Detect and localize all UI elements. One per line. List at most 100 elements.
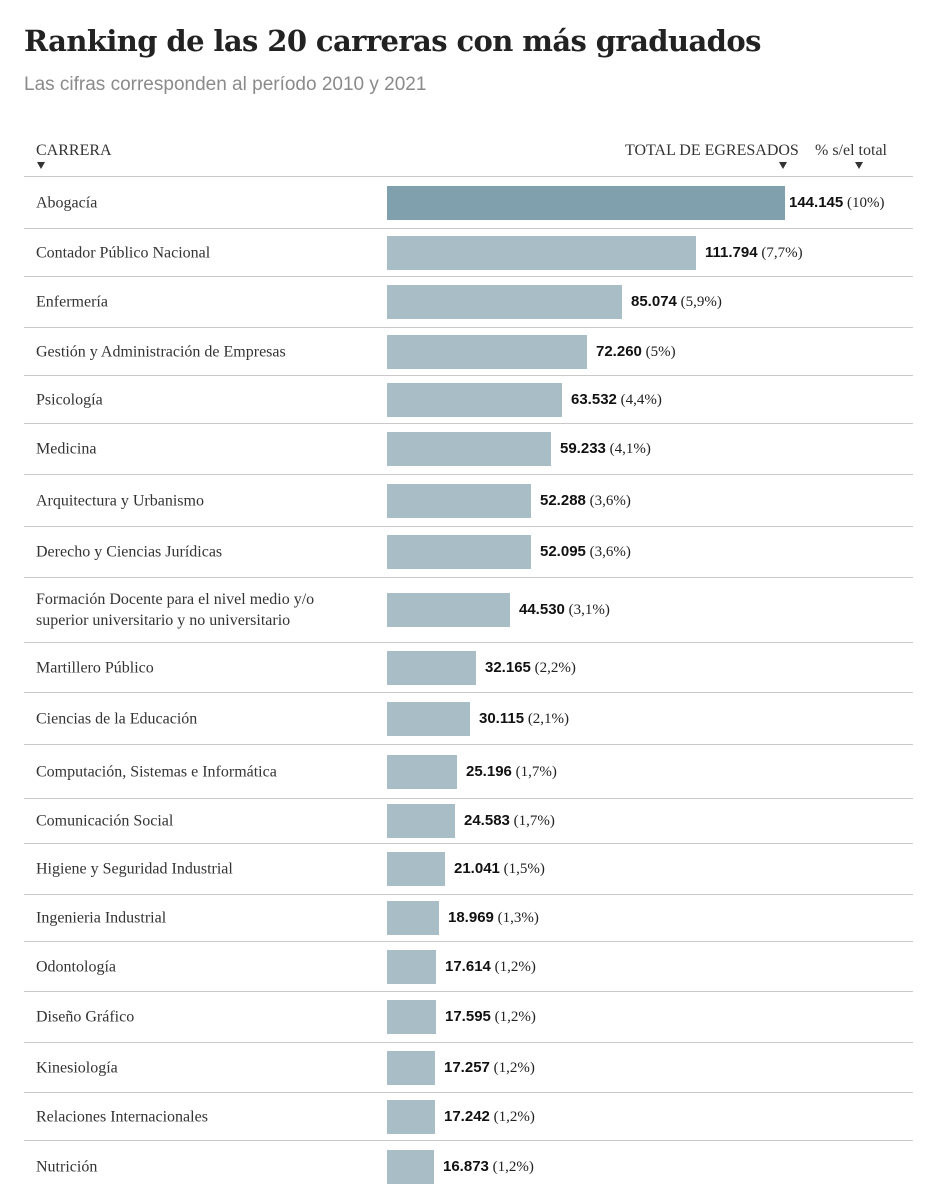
bar-value-label: 21.041 (1,5%): [454, 860, 545, 878]
bar: [387, 754, 457, 789]
row-divider: [24, 577, 913, 578]
row-divider: [24, 894, 913, 895]
bar-percent-value: (1,2%): [490, 1009, 536, 1025]
bar-percent-value: (5%): [641, 343, 676, 360]
bar-percent-value: (1,5%): [499, 861, 545, 877]
row-divider: [24, 843, 913, 844]
bar: [387, 701, 470, 736]
bar-category-label: Gestión y Administración de Empresas: [36, 343, 286, 360]
table-row: Comunicación Social 24.583 (1,7%): [24, 799, 913, 843]
chart-title: Ranking de las 20 carreras con más gradu…: [24, 24, 761, 58]
table-row: Ciencias de la Educación 30.115 (2,1%): [24, 693, 913, 744]
bar-category-label: Contador Público Nacional: [36, 244, 211, 261]
table-row: Formación Docente para el nivel medio y/…: [24, 578, 913, 642]
bar-category-label: Arquitectura y Urbanismo: [36, 492, 204, 509]
row-divider: [24, 474, 913, 475]
bar-percent-value: (3,6%): [585, 544, 631, 560]
table-row: Psicología 63.532 (4,4%): [24, 376, 913, 423]
bar-value-label: 72.260 (5%): [596, 343, 676, 361]
bar-total-value: 21.041: [454, 860, 500, 877]
bar: [387, 432, 551, 466]
table-row: Enfermería 85.074 (5,9%): [24, 277, 913, 327]
sort-arrow-percent-icon: [855, 162, 863, 169]
bar-total-value: 24.583: [464, 812, 510, 829]
bar-value-label: 32.165 (2,2%): [485, 659, 576, 677]
bar: [387, 535, 531, 569]
bar-percent-value: (1,7%): [511, 763, 557, 780]
bar-value-label: 52.288 (3,6%): [540, 492, 631, 510]
table-row: Contador Público Nacional 111.794 (7,7%): [24, 229, 913, 276]
bar-value-label: 16.873 (1,2%): [443, 1158, 534, 1176]
table-rule: [24, 176, 913, 177]
bar-percent-value: (1,2%): [488, 1159, 534, 1175]
bar-value-label: 63.532 (4,4%): [571, 391, 662, 409]
bar-total-value: 18.969: [448, 909, 494, 926]
bar-value-label: 17.614 (1,2%): [445, 958, 536, 976]
bar-category-label: Comunicación Social: [36, 812, 174, 830]
table-row: Medicina 59.233 (4,1%): [24, 424, 913, 474]
column-header-total: TOTAL DE EGRESADOS: [625, 142, 799, 159]
bar-percent-value: (3,1%): [564, 602, 610, 618]
bar-percent-value: (4,1%): [605, 441, 651, 457]
sort-arrow-carrera-icon: [37, 162, 45, 169]
bar-value-label: 17.595 (1,2%): [445, 1008, 536, 1026]
row-divider: [24, 1092, 913, 1093]
bar: [387, 852, 445, 886]
table-row: Abogacía 144.145 (10%): [24, 177, 913, 228]
table-row: Nutrición 16.873 (1,2%): [24, 1141, 913, 1193]
row-divider: [24, 1140, 913, 1141]
bar-percent-value: (1,2%): [489, 1059, 535, 1076]
bar: [387, 593, 510, 627]
row-divider: [24, 798, 913, 799]
bar: [387, 650, 476, 685]
bar-category-label: Enfermería: [36, 293, 108, 311]
bar: [387, 1099, 435, 1134]
bar: [387, 1000, 436, 1034]
bar-value-label: 52.095 (3,6%): [540, 543, 631, 561]
bar-total-value: 17.595: [445, 1008, 491, 1025]
row-divider: [24, 375, 913, 376]
bar: [387, 1050, 435, 1085]
bar-total-value: 17.257: [444, 1058, 490, 1076]
bar: [387, 185, 785, 220]
bar-total-value: 17.614: [445, 957, 491, 975]
bar-total-value: 25.196: [466, 762, 512, 780]
bar-total-value: 32.165: [485, 658, 531, 676]
bar-value-label: 17.257 (1,2%): [444, 1059, 535, 1077]
bar-category-label: Higiene y Seguridad Industrial: [36, 860, 233, 878]
row-divider: [24, 642, 913, 643]
bar-value-label: 85.074 (5,9%): [631, 293, 722, 311]
bar-value-label: 59.233 (4,1%): [560, 440, 651, 458]
row-divider: [24, 423, 913, 424]
bar-category-label: Diseño Gráfico: [36, 1008, 135, 1026]
row-divider: [24, 941, 913, 942]
column-header-percent: % s/el total: [815, 142, 887, 159]
bar-total-value: 52.095: [540, 543, 586, 560]
bar: [387, 949, 436, 984]
bar-percent-value: (5,9%): [676, 294, 722, 310]
chart-subtitle: Las cifras corresponden al período 2010 …: [24, 74, 427, 95]
bar-value-label: 17.242 (1,2%): [444, 1108, 535, 1126]
row-divider: [24, 1042, 913, 1043]
bar-category-label: Abogacía: [36, 194, 98, 211]
bar-category-label: Computación, Sistemas e Informática: [36, 763, 277, 780]
table-row: Martillero Público 32.165 (2,2%): [24, 643, 913, 692]
row-divider: [24, 526, 913, 527]
bar-total-value: 144.145: [789, 193, 844, 211]
table-row: Ingenieria Industrial 18.969 (1,3%): [24, 895, 913, 941]
table-row: Relaciones Internacionales 17.242 (1,2%): [24, 1093, 913, 1140]
row-divider: [24, 327, 913, 328]
bar-category-label: Ciencias de la Educación: [36, 710, 198, 727]
row-divider: [24, 276, 913, 277]
bar-value-label: 44.530 (3,1%): [519, 601, 610, 619]
table-row: Kinesiología 17.257 (1,2%): [24, 1043, 913, 1092]
bar-percent-value: (1,7%): [509, 813, 555, 829]
bar-total-value: 72.260: [596, 342, 642, 360]
table-row: Higiene y Seguridad Industrial 21.041 (1,…: [24, 844, 913, 894]
bar-percent-value: (1,2%): [490, 958, 536, 975]
bar-value-label: 144.145 (10%): [789, 194, 884, 212]
column-header-carrera: CARRERA: [36, 142, 112, 159]
bar: [387, 334, 587, 369]
bar-percent-value: (2,1%): [524, 710, 570, 727]
bar-percent-value: (7,7%): [757, 244, 803, 261]
